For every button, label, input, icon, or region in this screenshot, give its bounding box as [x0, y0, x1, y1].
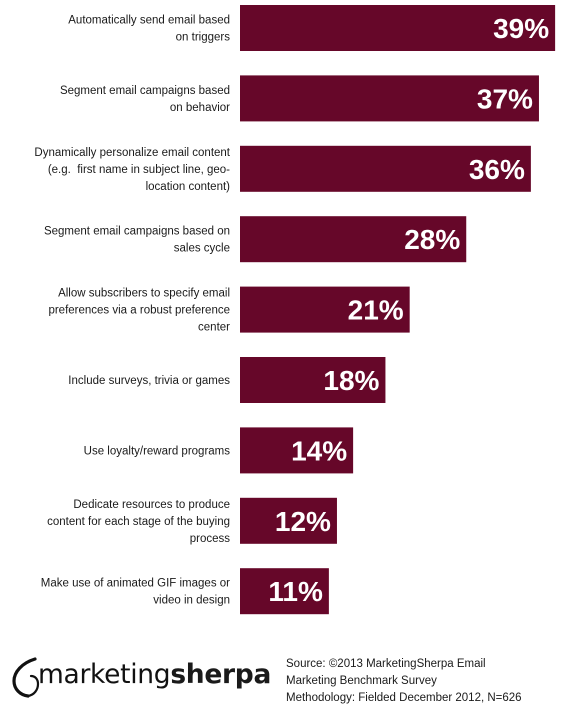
- logo-part-marketing: marketing: [38, 659, 171, 690]
- source-note: Source: ©2013 MarketingSherpa Email Mark…: [286, 656, 571, 707]
- category-label: Include surveys, trivia or games: [68, 375, 230, 387]
- bar: [240, 145, 531, 192]
- bar-group: 21% Allow subscribers to specify email pre…: [48, 286, 410, 334]
- category-label: sales cycle: [174, 243, 230, 255]
- category-label: on triggers: [176, 32, 231, 44]
- bar-value-label: 14%: [291, 435, 347, 466]
- category-label: Dynamically personalize email content: [34, 147, 230, 159]
- category-label: Segment email campaigns based: [60, 85, 230, 97]
- bar-value-label: 21%: [348, 295, 404, 326]
- bar-group: 37% Segment email campaigns based on behav…: [60, 75, 539, 122]
- methodology-line: Methodology: Fielded December 2012, N=62…: [286, 692, 522, 704]
- bar-value-label: 37%: [477, 83, 533, 114]
- bar: [240, 357, 386, 403]
- category-label: Dedicate resources to produce: [73, 499, 230, 511]
- category-label: video in design: [153, 595, 230, 607]
- bar: [240, 286, 410, 333]
- logo-part-sherpa: sherpa: [170, 659, 272, 690]
- bar-group: 11% Make use of animated GIF images or vid…: [41, 568, 329, 615]
- category-label: Segment email campaigns based on: [44, 226, 230, 238]
- source-line: Marketing Benchmark Survey: [286, 675, 437, 687]
- bar-group: 39% Automatically send email based on trig…: [68, 5, 556, 51]
- bar: [240, 75, 539, 122]
- category-label: (e.g. first name in subject line, geo-: [48, 164, 230, 176]
- bar: [240, 5, 556, 51]
- category-label: on behavior: [170, 102, 230, 114]
- bar-group: 18% Include surveys, trivia or games: [68, 357, 386, 403]
- bar-group: 36% Dynamically personalize email content…: [34, 145, 531, 193]
- bar: [240, 427, 354, 474]
- bar-value-label: 39%: [493, 13, 549, 44]
- bar: [240, 216, 467, 263]
- category-label: preferences via a robust preference: [48, 305, 230, 317]
- bar-group: 28% Segment email campaigns based on sales…: [44, 216, 467, 263]
- category-label: Allow subscribers to specify email: [58, 288, 230, 300]
- category-label: location content): [146, 181, 231, 193]
- bar-chart: 39% Automatically send email based on trig…: [34, 5, 556, 615]
- category-label: Make use of animated GIF images or: [41, 578, 230, 590]
- logo-wordmark: marketingsherpa: [38, 659, 271, 690]
- bar-value-label: 28%: [404, 224, 460, 255]
- bar: [240, 497, 337, 544]
- category-label: content for each stage of the buying: [47, 516, 230, 528]
- category-label: Use loyalty/reward programs: [84, 445, 231, 457]
- marketingsherpa-logo: marketingsherpa: [8, 652, 271, 708]
- source-line: Source: ©2013 MarketingSherpa Email: [286, 658, 486, 670]
- category-label: Automatically send email based: [68, 15, 230, 27]
- bar: [240, 568, 329, 615]
- bar-group: 12% Dedicate resources to produce content …: [47, 497, 337, 545]
- bar-value-label: 18%: [323, 365, 379, 396]
- logo-mark-icon: [12, 657, 40, 698]
- category-label: process: [190, 533, 231, 545]
- category-label: center: [198, 322, 230, 334]
- bar-value-label: 12%: [275, 506, 331, 537]
- bar-value-label: 36%: [469, 154, 525, 185]
- bar-value-label: 11%: [268, 576, 323, 607]
- bar-group: 14% Use loyalty/reward programs: [84, 427, 354, 474]
